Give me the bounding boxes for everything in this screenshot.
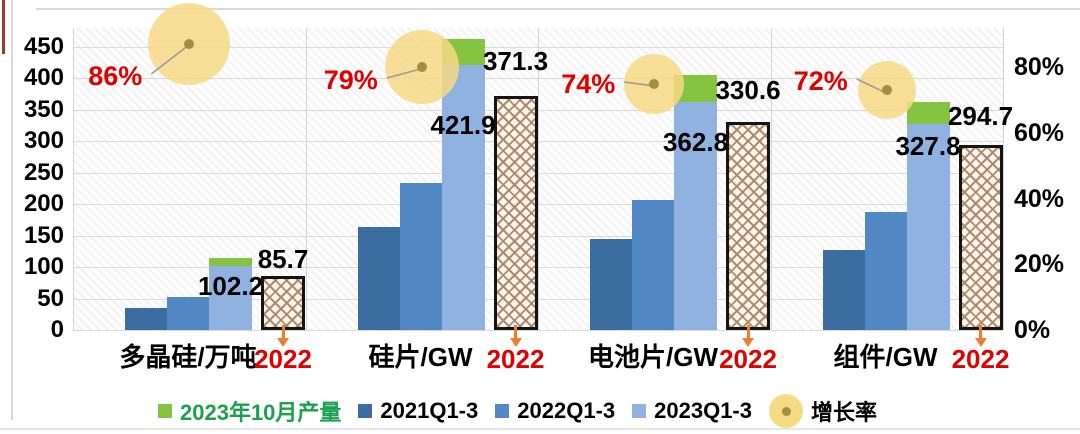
category-label-module: 组件/GW: [833, 342, 938, 372]
left-axis-tick-label: 0: [50, 316, 64, 343]
bar-2022q13-cell: [632, 199, 674, 330]
legend-item-growth-rate: 增长率: [769, 394, 877, 428]
arrow-2022-head-icon-wafer: [509, 338, 522, 347]
legend: 2023年10月产量 2021Q1-3 2022Q1-3 2023Q1-3 增长…: [158, 392, 877, 430]
arrow-2022-stem-module: [979, 325, 982, 339]
left-red-accent-line: [2, 0, 5, 54]
bar-2022full-module: [958, 144, 1003, 330]
arrow-2022-head-icon-cell: [742, 338, 754, 347]
arrow-2022-head-icon-polysilicon: [277, 338, 289, 347]
value-label-2022full-wafer: 371.3: [482, 46, 549, 77]
bar-2023q13-cell: [674, 101, 717, 330]
right-axis-tick-label: 40%: [1014, 184, 1065, 213]
arrow-2022-stem-wafer: [514, 325, 517, 339]
bar-2023q13-polysilicon: [209, 265, 252, 330]
legend-label-oct2023: 2023年10月产量: [180, 400, 342, 425]
arrow-2022-stem-polysilicon: [281, 325, 285, 339]
right-axis-tick-label: 20%: [1014, 250, 1065, 279]
bar-2021q13-module: [822, 249, 865, 330]
bar-2022q13-polysilicon: [167, 296, 209, 330]
gridline-vertical: [305, 28, 307, 330]
left-axis-tick-label: 450: [23, 33, 64, 60]
legend-swatch-oct2023-icon: [158, 404, 172, 418]
legend-growth-dot-icon: [781, 406, 791, 416]
left-axis-tick-label: 300: [23, 127, 64, 155]
growth-bubble-dot-module: [881, 85, 892, 96]
right-axis-tick-label: 0%: [1014, 316, 1051, 344]
bar-2023q13-module: [906, 123, 950, 330]
left-axis-tick-label: 50: [37, 284, 64, 312]
category-label-polysilicon: 多晶硅/万吨: [119, 342, 257, 372]
legend-item-2023q13: 2023Q1-3: [632, 398, 752, 424]
growth-bubble-dot-polysilicon: [184, 39, 195, 50]
growth-rate-label-wafer: 79%: [323, 65, 378, 95]
bar-2022q13-module: [864, 211, 907, 330]
left-axis-tick-label: 400: [23, 64, 64, 92]
value-label-2023q13-polysilicon: 102.2: [197, 270, 264, 301]
legend-item-2021q13: 2021Q1-3: [358, 398, 478, 424]
legend-label-2021q13: 2021Q1-3: [380, 398, 479, 423]
bar-2023q13-wafer: [441, 64, 485, 330]
growth-rate-label-module: 72%: [793, 66, 848, 96]
legend-swatch-2021q13-icon: [358, 404, 373, 418]
value-label-2023q13-module: 327.8: [895, 130, 961, 161]
growth-bubble-dot-cell: [649, 78, 660, 89]
bar-oct2023-cap-polysilicon: [209, 257, 252, 266]
bottom-border-line: [0, 428, 1080, 430]
category-label-cell: 电池片/GW: [588, 342, 718, 372]
right-axis-tick-label: 60%: [1014, 118, 1065, 147]
left-axis-tick-label: 100: [23, 253, 64, 281]
bar-2022full-polysilicon: [261, 276, 305, 330]
top-border-line: [36, 8, 1080, 10]
value-label-2023q13-cell: 362.8: [662, 126, 729, 157]
year-2022-label-polysilicon: 2022: [254, 344, 312, 374]
bar-2022full-cell: [726, 122, 770, 330]
bar-2022full-wafer: [493, 96, 538, 330]
value-label-2022full-polysilicon: 85.7: [257, 244, 309, 275]
legend-item-oct2023: 2023年10月产量: [158, 395, 341, 427]
legend-swatch-2022q13-icon: [495, 404, 510, 418]
legend-growth-bubble-icon: [769, 394, 803, 428]
growth-rate-label-cell: 74%: [561, 69, 616, 99]
gridline-vertical: [1003, 28, 1004, 330]
legend-item-2022q13: 2022Q1-3: [495, 398, 615, 424]
left-axis-tick-label: 200: [23, 190, 64, 218]
value-label-2022full-module: 294.7: [947, 100, 1014, 131]
gridline-horizontal: [73, 330, 1003, 331]
legend-label-growth-rate: 增长率: [811, 400, 878, 425]
left-border-line: [11, 0, 13, 420]
year-2022-label-cell: 2022: [719, 344, 777, 374]
arrow-2022-head-icon-module: [974, 338, 987, 347]
value-label-2022full-cell: 330.6: [715, 75, 781, 106]
legend-label-2022q13: 2022Q1-3: [517, 398, 616, 423]
left-axis-tick-label: 250: [23, 158, 64, 186]
gridline-vertical: [538, 28, 539, 330]
year-2022-label-wafer: 2022: [486, 344, 545, 374]
year-2022-label-module: 2022: [951, 344, 1010, 374]
bar-2021q13-polysilicon: [125, 307, 167, 330]
category-label-wafer: 硅片/GW: [368, 342, 473, 372]
left-axis-tick-label: 350: [23, 95, 64, 123]
gridline-vertical: [73, 28, 74, 330]
bar-2022q13-wafer: [399, 182, 442, 330]
bar-2021q13-cell: [590, 239, 632, 330]
arrow-2022-stem-cell: [746, 325, 750, 339]
legend-swatch-2023q13-icon: [632, 404, 647, 418]
left-axis-tick-label: 150: [23, 221, 64, 249]
bar-oct2023-cap-module: [906, 102, 950, 124]
growth-bubble-dot-wafer: [416, 62, 427, 73]
bar-2021q13-wafer: [357, 226, 400, 330]
growth-rate-label-polysilicon: 86%: [88, 61, 143, 91]
legend-label-2023q13: 2023Q1-3: [654, 398, 752, 423]
gridline-vertical: [770, 28, 772, 330]
right-axis-tick-label: 80%: [1014, 53, 1065, 81]
value-label-2023q13-wafer: 421.9: [430, 109, 496, 140]
